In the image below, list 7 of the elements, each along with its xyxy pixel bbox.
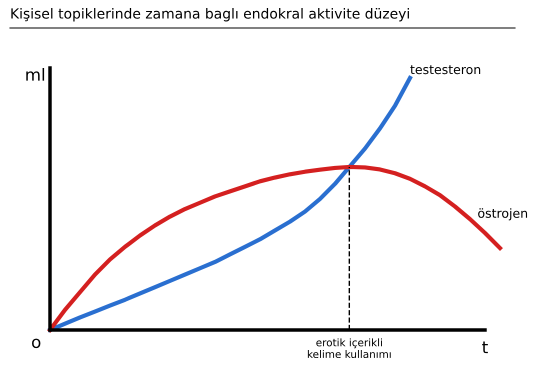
series-label: östrojen xyxy=(478,208,528,220)
x-axis-title: t xyxy=(482,341,488,354)
y-axis-title: ml xyxy=(26,68,44,81)
text: o xyxy=(32,338,40,348)
text: erotik içerikli kelime kullanımı xyxy=(308,338,391,358)
chart-title: Kişisel topiklerinde zamana baglı endokral aktivite düzeyi xyxy=(11,8,409,22)
series-label: testesteron xyxy=(410,65,480,74)
